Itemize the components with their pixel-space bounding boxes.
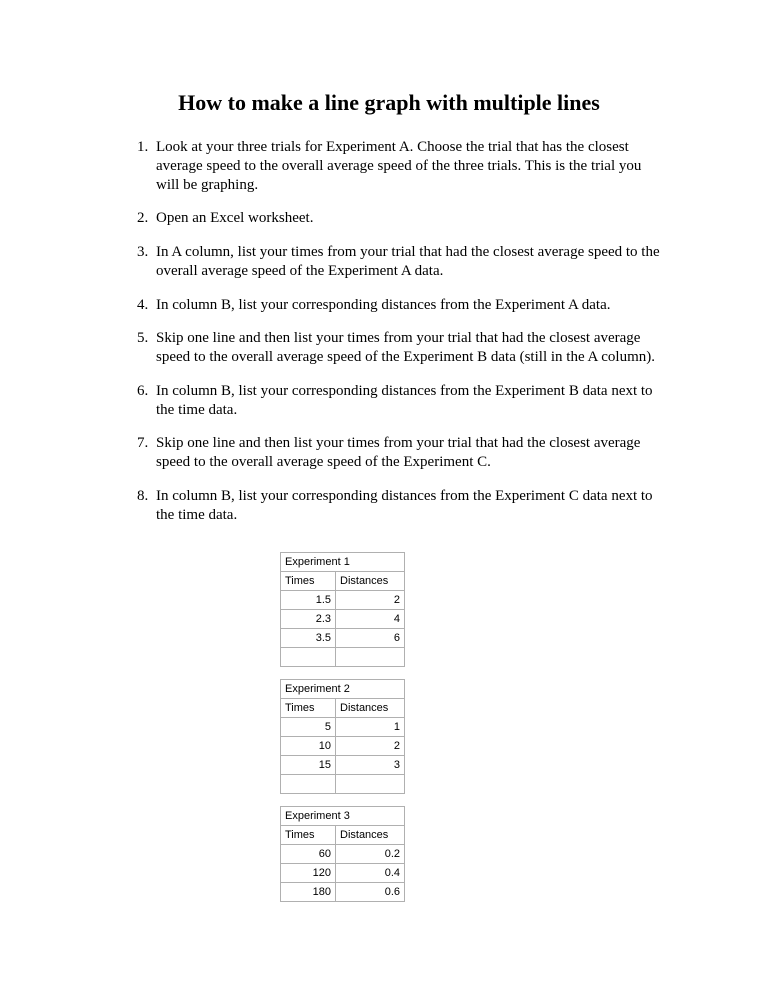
data-cell: 1.5 <box>281 591 336 610</box>
column-header: Distances <box>336 826 405 845</box>
experiment-2-table: Experiment 2 Times Distances 5 1 10 2 15… <box>280 679 405 794</box>
table-row: 60 0.2 <box>281 845 405 864</box>
table-row: 3.5 6 <box>281 629 405 648</box>
column-header: Times <box>281 572 336 591</box>
data-cell: 180 <box>281 883 336 902</box>
data-cell: 0.4 <box>336 864 405 883</box>
data-cell: 0.6 <box>336 883 405 902</box>
data-cell: 10 <box>281 737 336 756</box>
experiment-3-table: Experiment 3 Times Distances 60 0.2 120 … <box>280 806 405 902</box>
column-header: Distances <box>336 572 405 591</box>
table-row: Times Distances <box>281 699 405 718</box>
table-row: Experiment 1 <box>281 553 405 572</box>
example-tables: Experiment 1 Times Distances 1.5 2 2.3 4… <box>280 552 668 902</box>
data-cell: 2 <box>336 737 405 756</box>
data-cell: 5 <box>281 718 336 737</box>
column-header: Times <box>281 699 336 718</box>
table-row <box>281 648 405 667</box>
data-cell: 2 <box>336 591 405 610</box>
table-row: 1.5 2 <box>281 591 405 610</box>
step-item: In column B, list your corresponding dis… <box>152 382 668 420</box>
step-item: In column B, list your corresponding dis… <box>152 487 668 525</box>
data-cell: 6 <box>336 629 405 648</box>
table-row: Experiment 2 <box>281 680 405 699</box>
data-cell: 120 <box>281 864 336 883</box>
data-cell: 4 <box>336 610 405 629</box>
instruction-list: Look at your three trials for Experiment… <box>110 138 668 524</box>
table-row <box>281 775 405 794</box>
table-row: Experiment 3 <box>281 807 405 826</box>
document-page: How to make a line graph with multiple l… <box>0 0 768 974</box>
blank-cell <box>281 648 336 667</box>
data-cell: 0.2 <box>336 845 405 864</box>
blank-cell <box>336 648 405 667</box>
data-cell: 3 <box>336 756 405 775</box>
table-row: 2.3 4 <box>281 610 405 629</box>
column-header: Distances <box>336 699 405 718</box>
data-cell: 2.3 <box>281 610 336 629</box>
blank-cell <box>281 775 336 794</box>
data-cell: 3.5 <box>281 629 336 648</box>
blank-cell <box>336 775 405 794</box>
table-title-cell: Experiment 3 <box>281 807 405 826</box>
step-item: Look at your three trials for Experiment… <box>152 138 668 194</box>
step-item: Skip one line and then list your times f… <box>152 329 668 367</box>
table-title-cell: Experiment 1 <box>281 553 405 572</box>
data-cell: 60 <box>281 845 336 864</box>
data-cell: 1 <box>336 718 405 737</box>
table-row: Times Distances <box>281 826 405 845</box>
column-header: Times <box>281 826 336 845</box>
page-title: How to make a line graph with multiple l… <box>110 90 668 116</box>
step-item: In A column, list your times from your t… <box>152 243 668 281</box>
step-item: In column B, list your corresponding dis… <box>152 296 668 315</box>
step-item: Open an Excel worksheet. <box>152 209 668 228</box>
table-row: Times Distances <box>281 572 405 591</box>
table-row: 5 1 <box>281 718 405 737</box>
table-row: 180 0.6 <box>281 883 405 902</box>
table-row: 10 2 <box>281 737 405 756</box>
table-row: 15 3 <box>281 756 405 775</box>
table-title-cell: Experiment 2 <box>281 680 405 699</box>
data-cell: 15 <box>281 756 336 775</box>
step-item: Skip one line and then list your times f… <box>152 434 668 472</box>
table-row: 120 0.4 <box>281 864 405 883</box>
experiment-1-table: Experiment 1 Times Distances 1.5 2 2.3 4… <box>280 552 405 667</box>
